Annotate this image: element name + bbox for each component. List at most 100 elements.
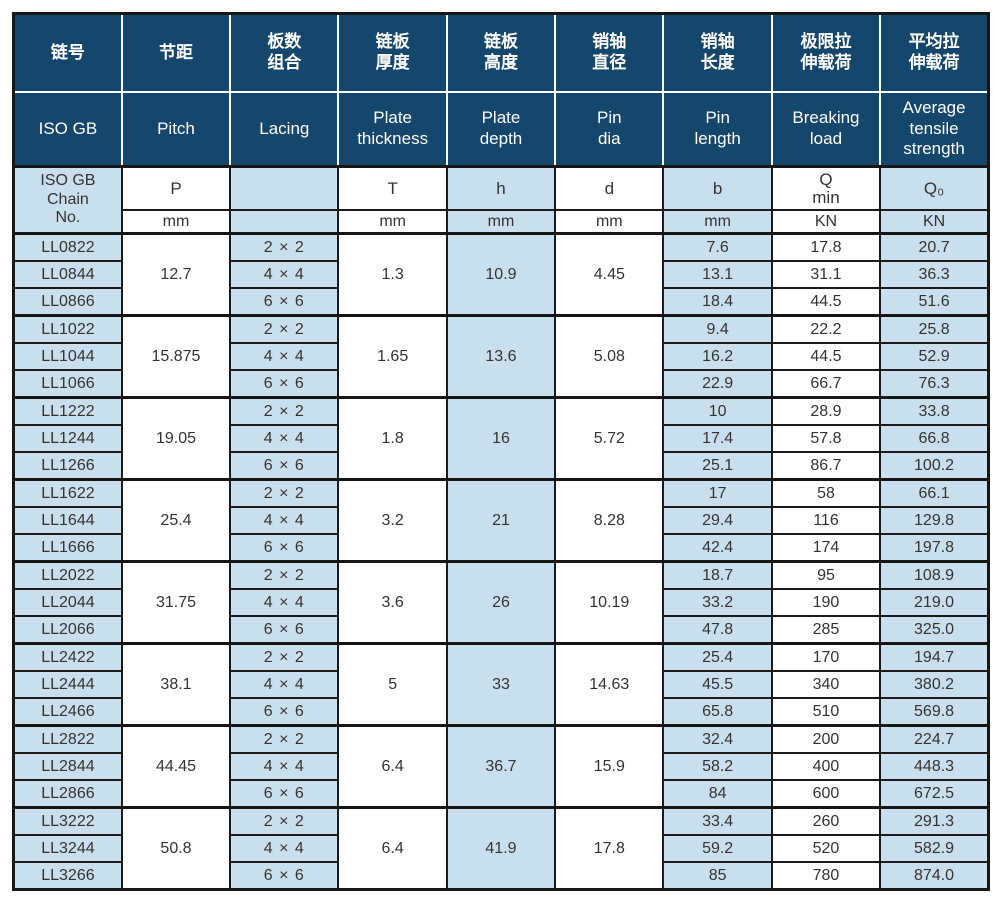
chain-no-cell: LL2044 [12, 588, 123, 617]
plate-thickness-cell: 1.3 [337, 232, 448, 317]
header-row-english: ISO GB Pitch Lacing Plate thickness Plat… [12, 91, 990, 168]
breaking-load-cell: 95 [770, 560, 882, 590]
pin-length-cell: 22.9 [662, 369, 773, 399]
chain-no-cell: LL1244 [12, 424, 123, 453]
chain-no-cell: LL2422 [12, 642, 123, 672]
pitch-cell: 50.8 [120, 806, 232, 891]
pin-dia-cell: 5.72 [554, 396, 665, 481]
plate-thickness-cell: 5 [337, 642, 448, 727]
header-cn-pin-length: 销轴 长度 [662, 12, 773, 93]
table-row: LL3244 4 × 4 59.2 520 582.9 [12, 834, 990, 863]
breaking-load-cell: 31.1 [770, 260, 882, 289]
header-cn-pin-dia: 销轴 直径 [554, 12, 665, 93]
unit-thickness: mm [337, 209, 448, 235]
avg-strength-cell: 194.7 [879, 642, 990, 672]
table-row: LL2022 31.75 2 × 2 3.6 26 10.19 18.7 95 … [12, 560, 990, 645]
pitch-cell: 12.7 [120, 232, 232, 317]
pin-length-cell: 17.4 [662, 424, 773, 453]
breaking-load-cell: 44.5 [770, 287, 882, 317]
breaking-load-cell: 190 [770, 588, 882, 617]
avg-strength-cell: 224.7 [879, 724, 990, 754]
lacing-cell: 6 × 6 [229, 697, 340, 727]
pin-length-cell: 33.2 [662, 588, 773, 617]
header-en-iso-gb: ISO GB [12, 91, 123, 168]
pin-length-cell: 58.2 [662, 752, 773, 781]
lacing-cell: 4 × 4 [229, 260, 340, 289]
avg-strength-cell: 582.9 [879, 834, 990, 863]
table-row: LL1222 19.05 2 × 2 1.8 16 5.72 10 28.9 3… [12, 396, 990, 481]
chain-no-cell: LL1666 [12, 533, 123, 563]
lacing-cell: 4 × 4 [229, 752, 340, 781]
pitch-cell: 19.05 [120, 396, 232, 481]
chain-no-cell: LL2844 [12, 752, 123, 781]
chain-spec-table: 链号 节距 板数 组合 链板 厚度 链板 高度 销轴 直径 销轴 长度 极限拉 … [12, 12, 990, 891]
breaking-load-cell: 285 [770, 615, 882, 645]
pin-length-cell: 33.4 [662, 806, 773, 836]
lacing-cell: 2 × 2 [229, 642, 340, 672]
chain-no-cell: LL2466 [12, 697, 123, 727]
breaking-load-cell: 510 [770, 697, 882, 727]
chain-no-cell: LL1644 [12, 506, 123, 535]
pin-dia-cell: 15.9 [554, 724, 665, 809]
table-row: LL2866 6 × 6 84 600 672.5 [12, 779, 990, 809]
table-row: LL2044 4 × 4 33.2 190 219.0 [12, 588, 990, 617]
table-row: LL1266 6 × 6 25.1 86.7 100.2 [12, 451, 990, 481]
plate-thickness-cell: 3.2 [337, 478, 448, 563]
pin-length-cell: 10 [662, 396, 773, 426]
chain-no-cell: LL1022 [12, 314, 123, 344]
lacing-cell: 6 × 6 [229, 779, 340, 809]
pin-dia-cell: 4.45 [554, 232, 665, 317]
lacing-cell: 4 × 4 [229, 670, 340, 699]
breaking-load-cell: 340 [770, 670, 882, 699]
chain-no-cell: LL3222 [12, 806, 123, 836]
header-en-pin-dia: Pin dia [554, 91, 665, 168]
unit-breaking: KN [770, 209, 882, 235]
pin-dia-cell: 5.08 [554, 314, 665, 399]
table-row: LL2822 44.45 2 × 2 6.4 36.7 15.9 32.4 20… [12, 724, 990, 809]
header-cn-plate-depth: 链板 高度 [445, 12, 557, 93]
table-row: LL1666 6 × 6 42.4 174 197.8 [12, 533, 990, 563]
breaking-load-cell: 200 [770, 724, 882, 754]
pin-length-cell: 65.8 [662, 697, 773, 727]
header-cn-plate-thickness: 链板 厚度 [337, 12, 448, 93]
plate-thickness-cell: 1.8 [337, 396, 448, 481]
breaking-load-cell: 600 [770, 779, 882, 809]
table-row: LL2844 4 × 4 58.2 400 448.3 [12, 752, 990, 781]
pin-length-cell: 17 [662, 478, 773, 508]
chain-no-cell: LL2022 [12, 560, 123, 590]
chain-no-cell: LL0822 [12, 232, 123, 262]
avg-strength-cell: 197.8 [879, 533, 990, 563]
header-row-chinese: 链号 节距 板数 组合 链板 厚度 链板 高度 销轴 直径 销轴 长度 极限拉 … [12, 12, 990, 93]
pin-length-cell: 16.2 [662, 342, 773, 371]
plate-depth-cell: 16 [445, 396, 557, 481]
breaking-load-cell: 170 [770, 642, 882, 672]
avg-strength-cell: 25.8 [879, 314, 990, 344]
table-row: LL1244 4 × 4 17.4 57.8 66.8 [12, 424, 990, 453]
chain-no-cell: LL2444 [12, 670, 123, 699]
table-row: LL1022 15.875 2 × 2 1.65 13.6 5.08 9.4 2… [12, 314, 990, 399]
plate-thickness-cell: 6.4 [337, 806, 448, 891]
unit-lacing-empty [229, 209, 340, 235]
symbol-pitch: P [120, 165, 232, 211]
lacing-cell: 4 × 4 [229, 424, 340, 453]
pin-length-cell: 25.4 [662, 642, 773, 672]
avg-strength-cell: 874.0 [879, 861, 990, 891]
iso-gb-chain-no-cell: ISO GB Chain No. [12, 165, 123, 235]
plate-thickness-cell: 1.65 [337, 314, 448, 399]
avg-strength-cell: 672.5 [879, 779, 990, 809]
header-cn-chain-no: 链号 [12, 12, 123, 93]
avg-strength-cell: 76.3 [879, 369, 990, 399]
pin-dia-cell: 17.8 [554, 806, 665, 891]
pin-length-cell: 84 [662, 779, 773, 809]
chain-no-cell: LL3266 [12, 861, 123, 891]
chain-no-cell: LL1222 [12, 396, 123, 426]
breaking-load-cell: 780 [770, 861, 882, 891]
symbol-row: ISO GB Chain No. P T h d b Q min Q₀ [12, 165, 990, 235]
avg-strength-cell: 33.8 [879, 396, 990, 426]
plate-depth-cell: 21 [445, 478, 557, 563]
breaking-load-cell: 260 [770, 806, 882, 836]
breaking-load-cell: 28.9 [770, 396, 882, 426]
breaking-load-cell: 58 [770, 478, 882, 508]
pin-length-cell: 42.4 [662, 533, 773, 563]
table-row: LL0822 12.7 2 × 2 1.3 10.9 4.45 7.6 17.8… [12, 232, 990, 317]
